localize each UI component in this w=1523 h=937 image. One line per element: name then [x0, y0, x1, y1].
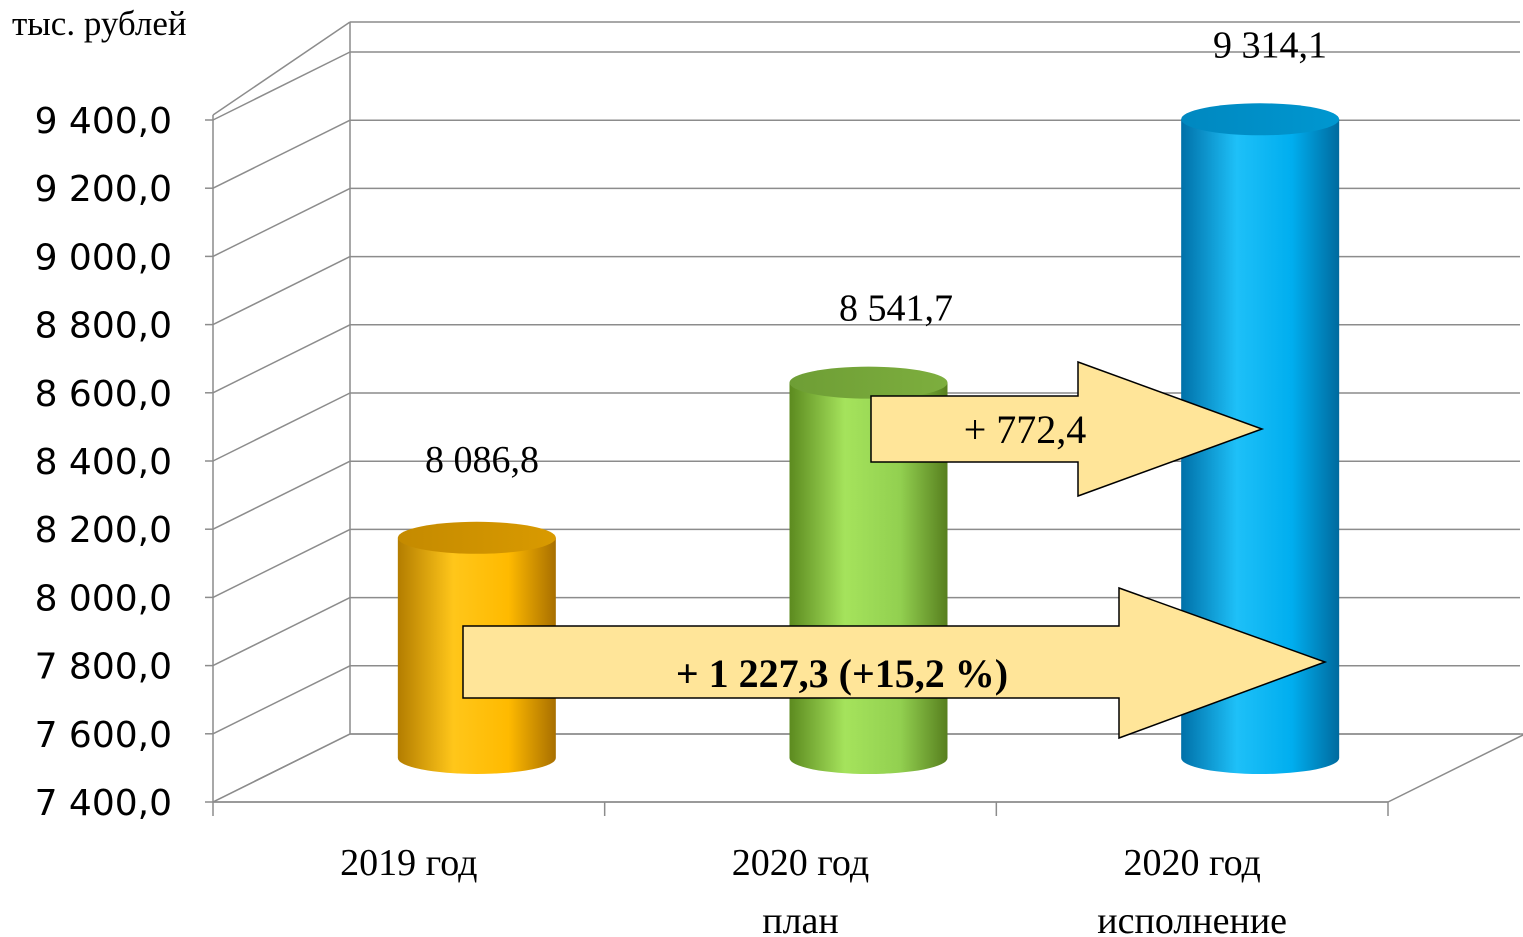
y-tick-label: 7 800,0: [35, 647, 172, 688]
gridline-diagonal: [212, 596, 351, 667]
gridline-diagonal: [212, 460, 351, 530]
gridline-diagonal: [212, 187, 351, 258]
bar-top: [397, 521, 556, 554]
y-tick-label: 9 200,0: [35, 169, 172, 210]
arrow-label: + 1 227,3 (+15,2 %): [676, 651, 1008, 696]
y-tick-label: 8 000,0: [35, 578, 172, 619]
data-label: 8 541,7: [839, 288, 953, 330]
data-label: 8 086,8: [425, 439, 539, 481]
category-label: 2020 год: [1123, 842, 1260, 884]
arrow-shape: [870, 360, 1265, 498]
y-tick-label: 8 400,0: [35, 442, 172, 483]
gridline-diagonal: [212, 324, 351, 394]
y-tick-label: 8 800,0: [35, 306, 172, 347]
bar-top: [789, 366, 948, 399]
gridline-diagonal: [212, 51, 351, 121]
bar-body: [1181, 119, 1340, 775]
y-tick-label: 7 400,0: [35, 783, 172, 824]
gridline-diagonal: [212, 665, 351, 735]
y-tick-label: 8 200,0: [35, 510, 172, 551]
arrow-shape: [462, 586, 1328, 740]
bar: [1181, 103, 1340, 775]
unit-label: тыс. рублей: [12, 4, 187, 43]
category-label: план: [762, 900, 839, 937]
y-tick-label: 9 400,0: [35, 101, 172, 142]
gridline-diagonal: [212, 21, 351, 116]
y-tick-label: 9 000,0: [35, 237, 172, 278]
gridline-diagonal: [212, 255, 351, 326]
gridline-diagonal: [212, 733, 351, 803]
category-label: исполнение: [1097, 900, 1287, 937]
bar-top: [1181, 103, 1340, 136]
gridline-diagonal: [212, 119, 351, 189]
category-label: 2020 год: [732, 842, 869, 884]
change-arrow: + 772,4: [870, 360, 1265, 498]
arrow-label: + 772,4: [964, 407, 1087, 452]
y-tick-label: 8 600,0: [35, 374, 172, 415]
gridline-diagonal: [212, 392, 351, 462]
change-arrow: + 1 227,3 (+15,2 %): [462, 586, 1328, 740]
gridline-diagonal: [212, 528, 351, 599]
y-tick-label: 7 600,0: [35, 715, 172, 756]
category-label: 2019 год: [340, 842, 477, 884]
data-label: 9 314,1: [1213, 24, 1327, 66]
